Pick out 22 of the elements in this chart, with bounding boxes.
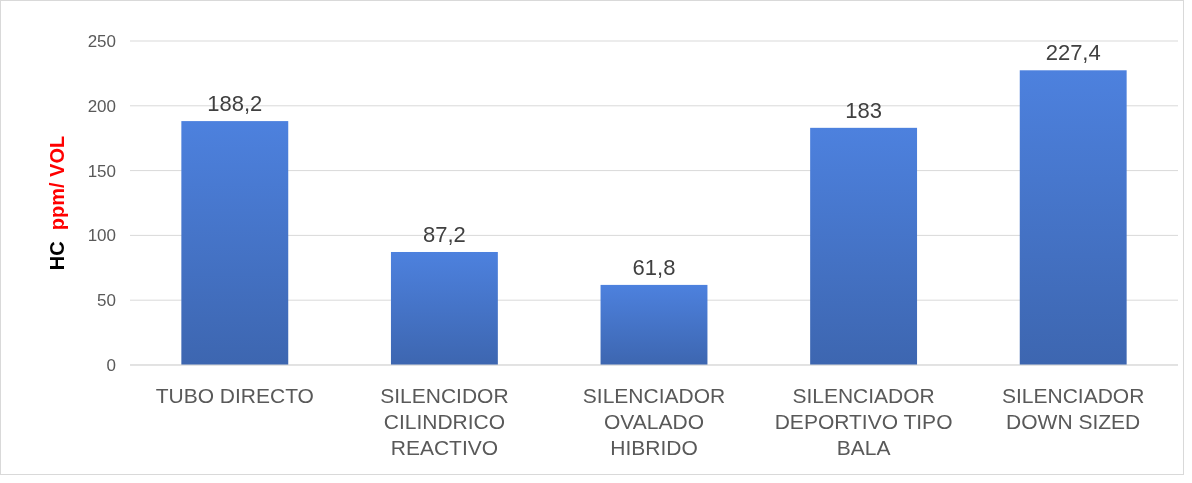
bar bbox=[181, 121, 289, 365]
data-label: 188,2 bbox=[207, 91, 263, 117]
y-axis-title: HC ppm/ VOL bbox=[46, 135, 68, 271]
y-tick-label: 150 bbox=[87, 161, 116, 181]
bar bbox=[390, 251, 498, 365]
y-tick-label: 50 bbox=[97, 291, 116, 311]
x-tick-label: SILENCIADOR OVALADO HIBRIDO bbox=[582, 384, 726, 459]
x-tick-label: TUBO DIRECTO bbox=[155, 384, 314, 407]
y-tick-label: 100 bbox=[87, 226, 116, 246]
x-tick-label: SILENCIADOR DOWN SIZED bbox=[1002, 384, 1145, 433]
bar bbox=[1019, 70, 1127, 365]
data-label: 183 bbox=[845, 97, 882, 123]
y-tick-label: 250 bbox=[87, 31, 116, 51]
x-tick-label: SILENCIDOR CILINDRICO REACTIVO bbox=[380, 384, 509, 459]
y-tick-label: 200 bbox=[87, 96, 116, 116]
data-label: 227,4 bbox=[1045, 40, 1101, 66]
bar bbox=[600, 284, 708, 365]
data-label: 61,8 bbox=[632, 254, 676, 280]
bar bbox=[810, 127, 918, 365]
y-tick-label: 0 bbox=[106, 355, 116, 375]
x-tick-label: SILENCIADOR DEPORTIVO TIPO BALA bbox=[774, 384, 953, 459]
data-label: 87,2 bbox=[422, 221, 466, 247]
